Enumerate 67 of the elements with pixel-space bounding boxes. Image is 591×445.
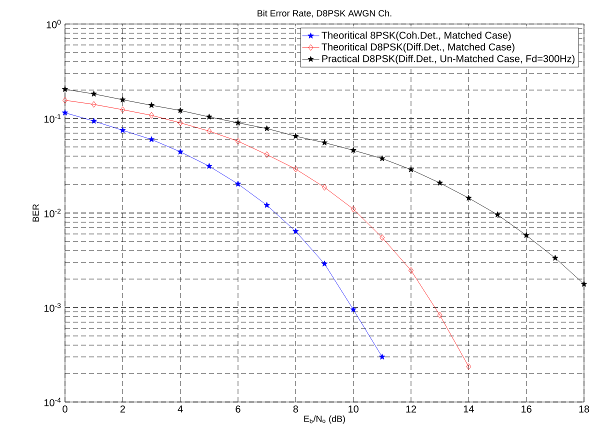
x-tick-label: 12 — [406, 406, 416, 412]
legend-label: Theoritical D8PSK(Diff.Det., Matched Case) — [322, 43, 514, 52]
point — [120, 106, 126, 113]
point — [120, 96, 126, 102]
point — [206, 128, 212, 134]
point — [90, 118, 97, 124]
x-tick-label: 8 — [293, 406, 298, 413]
y-tick-label: 10$^{-4}$ — [44, 398, 61, 406]
point — [580, 280, 588, 287]
point — [90, 90, 97, 97]
point — [120, 127, 126, 133]
point — [437, 312, 442, 318]
point — [234, 180, 242, 187]
point — [206, 114, 212, 120]
point — [379, 354, 386, 360]
x-tick-label: 0 — [62, 406, 68, 413]
point — [380, 234, 385, 241]
point — [350, 306, 356, 312]
point — [62, 97, 68, 104]
point — [177, 148, 184, 154]
y-tick-label: 10$^{-1}$ — [44, 114, 61, 123]
point — [494, 211, 501, 218]
point — [350, 206, 356, 212]
x-tick-label: 2 — [120, 406, 125, 412]
point — [322, 184, 327, 191]
point — [264, 202, 270, 208]
point — [148, 136, 155, 142]
point — [292, 132, 299, 139]
x-tick-label: 16 — [522, 406, 532, 413]
point — [436, 180, 443, 186]
point — [148, 102, 155, 108]
chart-title: Bit Error Rate, D8PSK AWGN Ch. — [258, 10, 392, 18]
point — [292, 228, 299, 234]
x-axis-title: E$_{b}$/N$_{o}$ (dB) — [304, 415, 345, 424]
point — [62, 110, 68, 116]
point — [523, 232, 530, 238]
y-tick-label: 10$^{-2}$ — [44, 208, 61, 218]
x-tick-label: 6 — [236, 406, 240, 413]
point — [234, 120, 242, 126]
point — [62, 86, 68, 92]
point — [177, 107, 184, 114]
legend-label: Theoritical 8PSK(Coh.Det., Matched Case) — [322, 31, 511, 41]
point — [91, 101, 96, 108]
y-tick-label: 10$^{-3}$ — [44, 303, 61, 312]
x-tick-label: 14 — [464, 406, 474, 412]
point — [408, 267, 414, 274]
point — [552, 254, 558, 261]
y-axis-title: BER — [32, 204, 39, 222]
x-tick-label: 4 — [178, 406, 183, 412]
legend-label: Practical D8PSK(Diff.Det., Un-Matched Case, Fd=300Hz) — [322, 54, 574, 64]
point — [264, 151, 270, 158]
x-tick-label: 10 — [348, 406, 358, 413]
point — [466, 194, 472, 201]
point — [149, 112, 154, 119]
point — [293, 166, 298, 172]
point — [178, 120, 183, 126]
point — [321, 260, 328, 266]
point — [466, 363, 472, 370]
point — [408, 166, 414, 172]
point — [206, 162, 212, 169]
point — [379, 155, 386, 162]
point — [264, 125, 270, 132]
y-tick-label: 10$^{0}$ — [46, 20, 61, 28]
point — [350, 147, 356, 153]
x-tick-label: 18 — [579, 406, 590, 413]
point — [236, 138, 240, 144]
point — [321, 139, 328, 146]
